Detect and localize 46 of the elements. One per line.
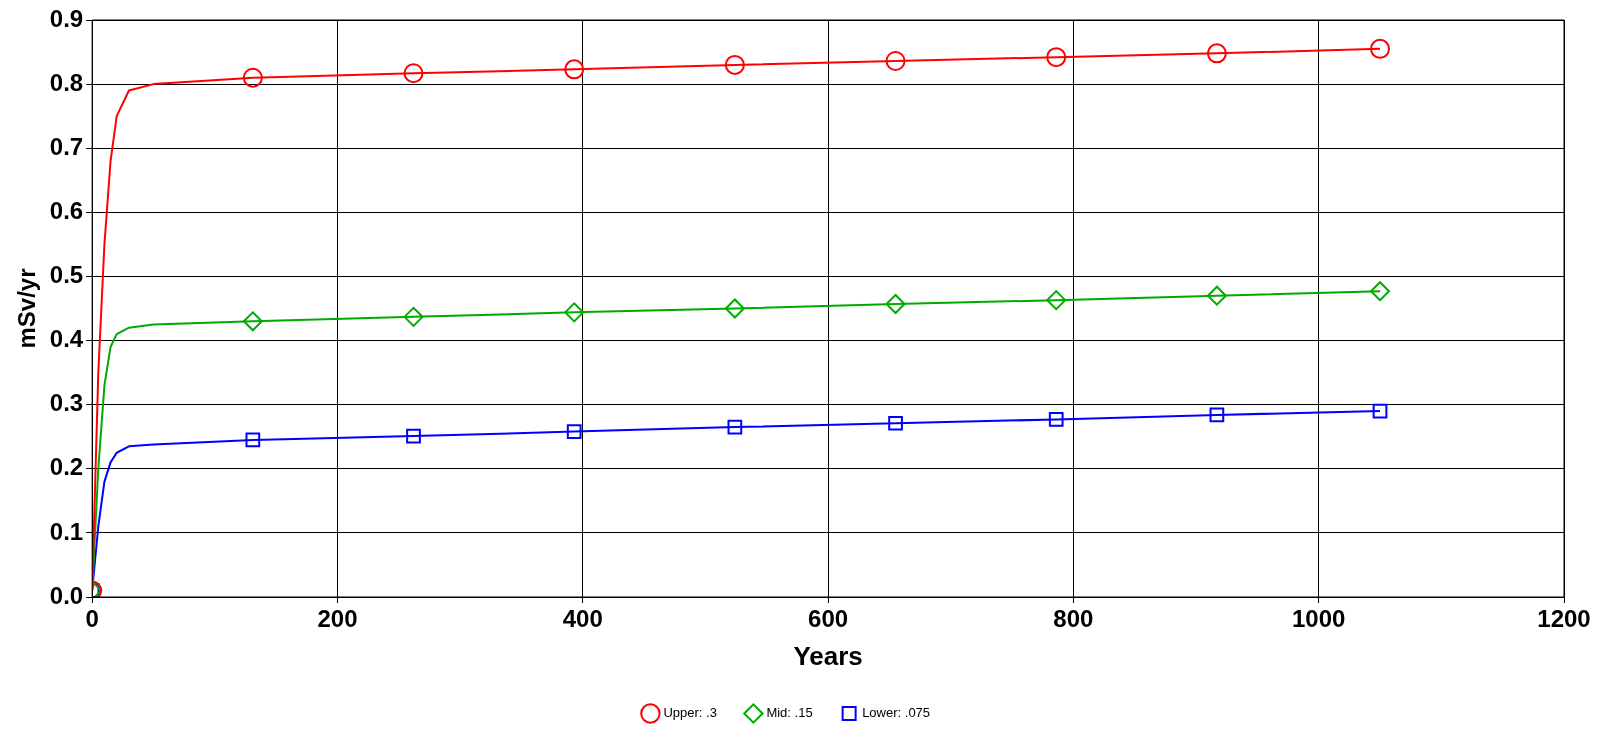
point [885,294,906,315]
point [566,424,582,439]
point [1370,281,1391,302]
legend-label: Upper: .3 [663,705,717,721]
x-tick-label: 1000 [1292,605,1346,633]
point [403,63,424,84]
point [403,306,424,327]
x-tick-label: 0 [85,605,99,633]
y-tick-label: 0.3 [49,389,84,417]
point [1046,290,1067,311]
point [1370,38,1391,59]
x-tick-label: 600 [808,605,849,633]
point [885,51,906,72]
y-tick-label: 0.8 [49,68,84,96]
point [242,67,263,88]
point [1372,403,1388,419]
y-tick-label: 0.0 [49,581,84,609]
legend-label: Lower: .075 [862,705,931,721]
point [1048,412,1064,427]
point [724,54,745,75]
point [1046,47,1067,68]
y-axis-title: mSv/yr [13,268,41,349]
point [564,59,585,80]
point [727,419,743,435]
point [564,302,585,323]
y-tick-label: 0.6 [49,196,84,224]
point [242,311,263,332]
point [245,432,261,448]
point [724,298,745,319]
y-tick-label: 0.5 [49,261,84,289]
x-tick-label: 200 [317,605,358,633]
y-tick-label: 0.9 [49,4,84,32]
point [888,415,903,431]
legend-label: Mid: .15 [766,705,813,721]
y-tick-label: 0.7 [49,132,84,160]
y-tick-label: 0.2 [49,453,84,481]
x-axis-title: Years [793,640,863,671]
y-tick-label: 0.4 [49,325,84,353]
y-tick-label: 0.1 [49,517,84,545]
x-tick-label: 400 [562,605,603,633]
point [1206,43,1227,64]
point [1206,285,1227,306]
x-tick-label: 1200 [1537,605,1591,633]
x-tick-label: 800 [1053,605,1094,633]
point [406,428,421,444]
point [1209,407,1225,423]
